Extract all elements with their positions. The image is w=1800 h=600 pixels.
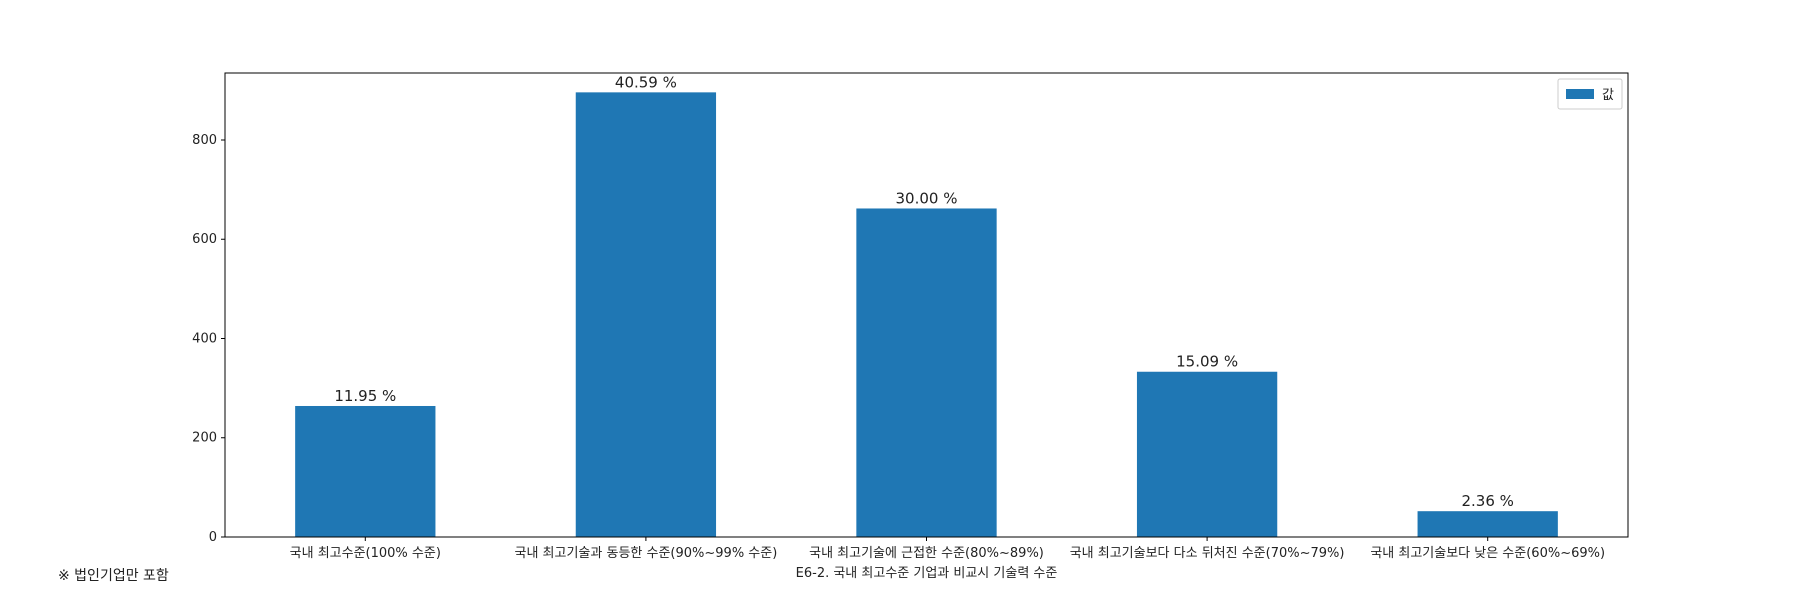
bars-group xyxy=(295,92,1558,538)
x-tick-label-3: 국내 최고기술에 근접한 수준(80%~89%) xyxy=(809,546,1044,561)
bar-1 xyxy=(295,405,436,537)
bar-4 xyxy=(1136,371,1278,537)
x-axis-title: E6-2. 국내 최고수준 기업과 비교시 기술력 수준 xyxy=(796,566,1058,581)
legend: 값 xyxy=(1557,78,1623,110)
y-tick-label-3: 400 xyxy=(192,331,217,346)
x-tick-label-2: 국내 최고기술과 동등한 수준(90%~99% 수준) xyxy=(515,546,778,561)
legend-swatch xyxy=(1566,89,1594,99)
legend-label: 값 xyxy=(1602,88,1614,103)
bar-labels-group: 11.95 % 40.59 % 30.00 % 15.09 % 2.36 % xyxy=(334,73,1514,510)
x-axis: 국내 최고수준(100% 수준) 국내 최고기술과 동등한 수준(90%~99% … xyxy=(290,537,1605,561)
bar-5 xyxy=(1417,511,1558,537)
y-tick-label-2: 200 xyxy=(192,431,217,446)
x-tick-label-1: 국내 최고수준(100% 수준) xyxy=(290,546,441,561)
y-tick-label-5: 800 xyxy=(192,133,217,148)
bar-value-label-4: 15.09 % xyxy=(1176,353,1238,371)
bar-value-label-5: 2.36 % xyxy=(1461,492,1513,510)
bar-value-label-1: 11.95 % xyxy=(334,387,396,405)
bar-value-label-3: 30.00 % xyxy=(896,189,958,207)
y-axis: 0 200 400 600 800 xyxy=(192,133,225,545)
y-tick-label-1: 0 xyxy=(209,530,217,545)
bar-value-label-2: 40.59 % xyxy=(615,73,677,91)
bar-3 xyxy=(856,208,997,537)
y-tick-label-4: 600 xyxy=(192,232,217,247)
bar-2 xyxy=(575,92,717,538)
x-tick-label-4: 국내 최고기술보다 다소 뒤처진 수준(70%~79%) xyxy=(1070,546,1345,561)
x-tick-label-5: 국내 최고기술보다 낮은 수준(60%~69%) xyxy=(1370,546,1605,561)
footnote: ※ 법인기업만 포함 xyxy=(58,568,169,584)
